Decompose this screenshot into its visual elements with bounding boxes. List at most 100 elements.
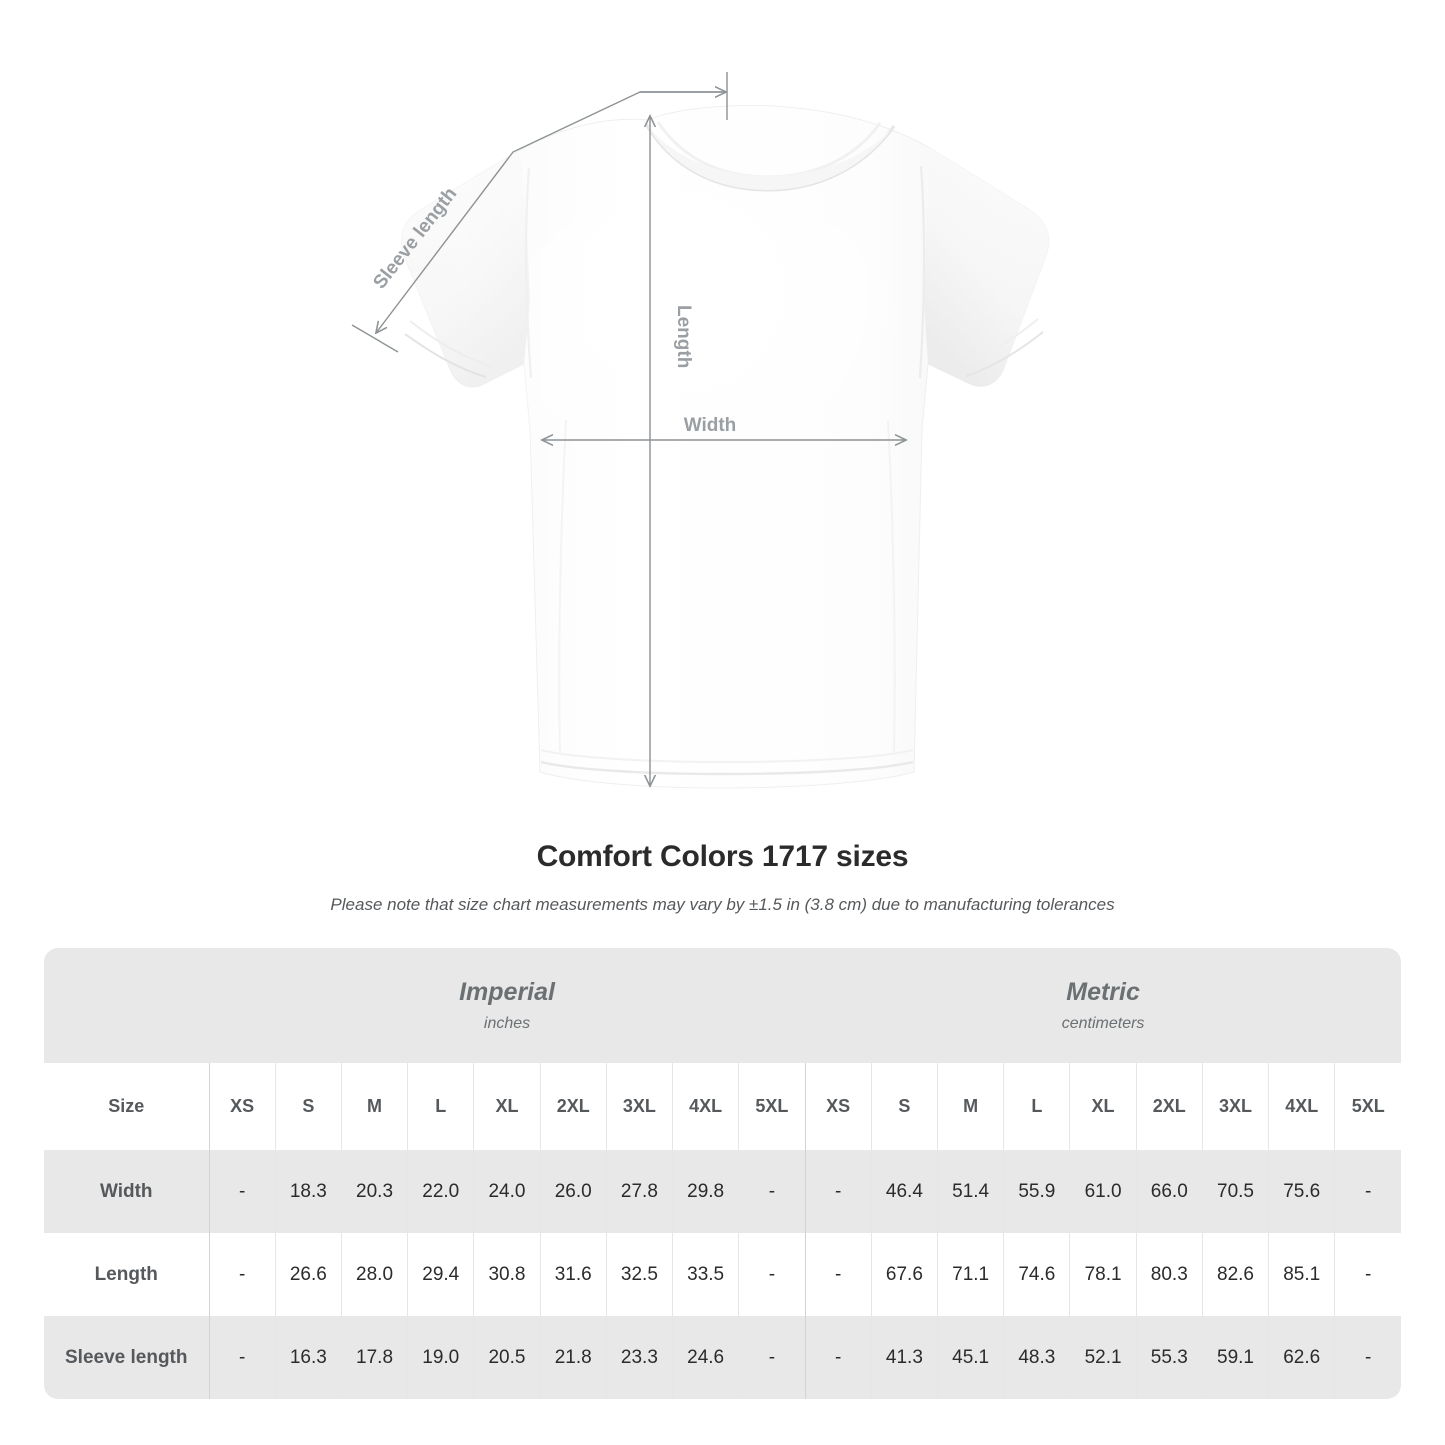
cell-sleeve-imp-1: 16.3 [274, 1316, 342, 1399]
unit-band-spacer [44, 948, 209, 1063]
cell-sleeve-imp-4: 20.5 [473, 1316, 541, 1399]
header-size-met-4: XL [1069, 1063, 1137, 1150]
cell-length-imp-4: 30.8 [473, 1233, 541, 1316]
header-size-met-6: 3XL [1201, 1063, 1269, 1150]
header-size-imp-4: XL [473, 1063, 541, 1150]
cell-width-met-8: - [1334, 1150, 1402, 1233]
cell-width-met-1: 46.4 [870, 1150, 938, 1233]
left-sleeve-hem-inner [409, 320, 491, 367]
header-size-met-1: S [870, 1063, 938, 1150]
row-measure-length: Length [44, 1233, 209, 1316]
size-table-container: Imperial inches Metric centimeters Size … [44, 948, 1402, 1399]
cell-length-imp-5: 31.6 [539, 1233, 607, 1316]
cell-width-imp-5: 26.0 [539, 1150, 607, 1233]
left-sleeve-shade [401, 150, 530, 387]
header-size-imp-2: M [340, 1063, 408, 1150]
table-row: Sleeve length - 16.3 17.8 19.0 20.5 21.8… [44, 1316, 1402, 1399]
unit-group-metric: Metric centimeters [805, 948, 1402, 1063]
cell-width-met-2: 51.4 [937, 1150, 1004, 1233]
header-size-imp-7: 4XL [672, 1063, 739, 1150]
unit-system-name-metric: Metric [1066, 977, 1140, 1006]
length-label: Length [673, 305, 694, 368]
left-sleeve-hem [404, 333, 487, 378]
row-measure-width: Width [44, 1150, 209, 1233]
cell-width-imp-1: 18.3 [274, 1150, 342, 1233]
row-measure-sleeve-length: Sleeve length [44, 1316, 209, 1399]
cell-length-met-3: 74.6 [1003, 1233, 1070, 1316]
header-size-imp-3: L [407, 1063, 474, 1150]
length-dimension: Length [650, 116, 694, 786]
right-sleeve-shade [924, 148, 1049, 387]
cell-length-met-7: 85.1 [1268, 1233, 1335, 1316]
header-size-label: Size [44, 1063, 209, 1150]
body-hem-inner [540, 749, 914, 763]
left-armhole-seam [525, 167, 533, 379]
width-dimension: Width [542, 415, 906, 440]
cell-sleeve-met-6: 59.1 [1201, 1316, 1269, 1399]
left-side-fold [558, 419, 567, 753]
tshirt-illustration [400, 105, 1050, 789]
cell-width-met-6: 70.5 [1201, 1150, 1269, 1233]
cell-sleeve-imp-2: 17.8 [340, 1316, 408, 1399]
header-size-imp-0: XS [208, 1063, 276, 1150]
body-hem [540, 760, 914, 776]
cell-length-imp-6: 32.5 [605, 1233, 673, 1316]
size-header-row: Size XS S M L XL 2XL 3XL 4XL 5XL XS S M … [44, 1063, 1402, 1150]
cell-width-met-5: 66.0 [1135, 1150, 1203, 1233]
cell-sleeve-imp-3: 19.0 [407, 1316, 474, 1399]
unit-name-metric: centimeters [1061, 1014, 1145, 1032]
header-size-met-5: 2XL [1135, 1063, 1203, 1150]
right-sleeve-hem [965, 331, 1044, 377]
collar-fill [646, 124, 894, 190]
cell-length-imp-1: 26.6 [274, 1233, 342, 1316]
cell-length-imp-7: 33.5 [672, 1233, 739, 1316]
header-size-met-2: M [937, 1063, 1004, 1150]
table-row: Width - 18.3 20.3 22.0 24.0 26.0 27.8 29… [44, 1150, 1402, 1233]
right-sleeve-hem-inner [962, 318, 1039, 365]
cell-sleeve-met-5: 55.3 [1135, 1316, 1203, 1399]
cell-width-met-0: - [804, 1150, 872, 1233]
cell-length-imp-0: - [208, 1233, 276, 1316]
unit-system-name-imperial: Imperial [459, 977, 555, 1006]
header-size-imp-8: 5XL [738, 1063, 806, 1150]
cell-sleeve-met-4: 52.1 [1069, 1316, 1137, 1399]
header-size-imp-6: 3XL [605, 1063, 673, 1150]
chart-heading: Comfort Colors 1717 sizes Please note th… [0, 838, 1445, 916]
cell-sleeve-met-3: 48.3 [1003, 1316, 1070, 1399]
header-size-imp-5: 2XL [539, 1063, 607, 1150]
size-chart-table: Imperial inches Metric centimeters Size … [44, 948, 1402, 1399]
page-title: Comfort Colors 1717 sizes [536, 840, 909, 873]
cell-width-imp-7: 29.8 [672, 1150, 739, 1233]
header-size-met-8: 5XL [1334, 1063, 1402, 1150]
cell-length-met-6: 82.6 [1201, 1233, 1269, 1316]
cell-sleeve-met-0: - [804, 1316, 872, 1399]
cell-sleeve-imp-6: 23.3 [605, 1316, 673, 1399]
tshirt-measurement-diagram: Sleeve length Length Width [351, 72, 1050, 789]
cell-length-met-1: 67.6 [870, 1233, 938, 1316]
chest-highlight [490, 180, 910, 580]
unit-name-imperial: inches [483, 1014, 531, 1032]
header-size-met-7: 4XL [1268, 1063, 1335, 1150]
cell-sleeve-met-7: 62.6 [1268, 1316, 1335, 1399]
cell-sleeve-imp-5: 21.8 [539, 1316, 607, 1399]
cell-length-imp-8: - [738, 1233, 806, 1316]
width-label: Width [684, 415, 737, 436]
cell-width-imp-4: 24.0 [473, 1150, 541, 1233]
cell-sleeve-met-2: 45.1 [937, 1316, 1004, 1399]
cell-width-met-4: 61.0 [1069, 1150, 1137, 1233]
cell-width-met-7: 75.6 [1268, 1150, 1335, 1233]
header-size-imp-1: S [274, 1063, 342, 1150]
cell-sleeve-met-1: 41.3 [870, 1316, 938, 1399]
unit-group-imperial: Imperial inches [209, 948, 806, 1063]
cell-length-met-2: 71.1 [937, 1233, 1004, 1316]
cell-length-imp-3: 29.4 [407, 1233, 474, 1316]
cell-width-imp-2: 20.3 [340, 1150, 408, 1233]
cell-width-imp-3: 22.0 [407, 1150, 474, 1233]
right-side-fold [887, 419, 896, 753]
cell-sleeve-imp-0: - [208, 1316, 276, 1399]
header-size-met-0: XS [804, 1063, 872, 1150]
cell-width-met-3: 55.9 [1003, 1150, 1070, 1233]
tolerance-note: Please note that size chart measurements… [330, 895, 1115, 914]
cell-length-met-4: 78.1 [1069, 1233, 1137, 1316]
